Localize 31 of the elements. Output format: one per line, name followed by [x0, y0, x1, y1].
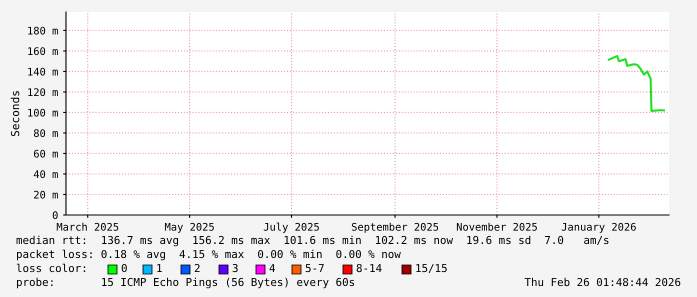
x-tick-label: March 2025 [56, 222, 118, 231]
y-tick-label: 120 m [28, 88, 58, 96]
x-tick-label: May 2025 [164, 222, 214, 233]
text: 3 [232, 264, 238, 272]
text: 2 [194, 264, 200, 272]
x-tick-label: September 2025 [352, 222, 438, 233]
y-tick-label: 80 m [34, 129, 58, 138]
x-tick-label: January 2026 [562, 222, 636, 233]
text: Thu Feb 26 01:48:44 2026 [524, 278, 680, 286]
text: 0 [122, 264, 127, 272]
x-tick-label: November 2025 [456, 222, 537, 231]
text: probe: 15 ICMP Echo Pings (56 Bytes) every 60s [17, 278, 354, 288]
text: 4 [270, 264, 276, 272]
y-axis-title: Seconds [10, 91, 20, 136]
text: median rtt: 136.7 ms avg 156.2 ms max 101.6 ms min 102.2 ms now 19.6 ms sd 7.0 am/s [16, 236, 608, 246]
y-tick-label: 60 m [34, 150, 58, 158]
text: 5-7 [306, 264, 324, 272]
y-tick-label: 40 m [34, 170, 58, 178]
text: 15/15 [416, 264, 447, 274]
y-tick-label: 140 m [28, 68, 58, 76]
text: loss color: [16, 264, 86, 272]
text: packet loss: 0.18 % avg 4.15 % max 0.00 % min 0.00 % now [17, 250, 401, 260]
y-tick-label: 20 m [34, 190, 58, 199]
line-series [608, 55, 666, 112]
text: 8-14 [356, 264, 382, 272]
y-tick-label: 180 m [28, 26, 58, 35]
y-tick-label: 100 m [28, 108, 58, 117]
text: 1 [157, 264, 162, 272]
y-tick-label: 0 [52, 211, 58, 220]
x-tick-label: July 2025 [264, 222, 319, 233]
y-tick-label: 160 m [28, 47, 58, 56]
